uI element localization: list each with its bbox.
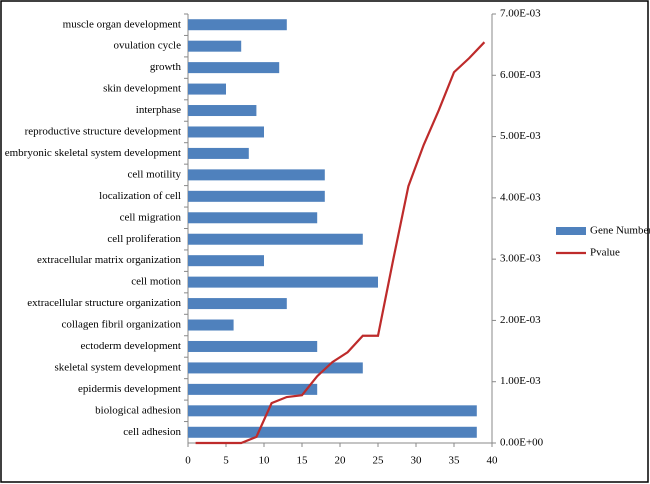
y-tick-label: muscle organ development <box>63 18 181 30</box>
bar <box>188 383 318 395</box>
legend-swatch <box>556 227 586 235</box>
y2-tick-label: 7.00E-03 <box>500 8 541 20</box>
legend-label: Pvalue <box>590 247 620 259</box>
bar <box>188 19 287 31</box>
y-tick-label: cell adhesion <box>123 426 181 438</box>
bar <box>188 319 234 331</box>
bar <box>188 255 264 267</box>
bar <box>188 40 242 52</box>
y-tick-label: skin development <box>103 83 181 95</box>
x-tick-label: 25 <box>373 455 385 467</box>
x-tick-label: 30 <box>411 455 423 467</box>
y-tick-label: ectoderm development <box>81 340 182 352</box>
y-tick-label: biological adhesion <box>95 404 181 416</box>
y-tick-label: epidermis development <box>78 383 181 395</box>
y2-tick-label: 0.00E+00 <box>500 437 544 449</box>
bar <box>188 233 363 245</box>
y-tick-label: ovulation cycle <box>113 40 181 52</box>
y-tick-label: reproductive structure development <box>25 126 181 138</box>
legend-label: Gene Number <box>590 225 650 237</box>
x-tick-label: 40 <box>487 455 499 467</box>
y2-tick-label: 5.00E-03 <box>500 130 541 142</box>
line <box>195 41 486 445</box>
x-tick-label: 15 <box>297 455 309 467</box>
y-tick-label: skeletal system development <box>55 361 181 373</box>
y-tick-label: cell motion <box>131 276 181 288</box>
bar <box>188 340 318 352</box>
y-tick-label: growth <box>150 61 182 73</box>
bar <box>188 83 226 95</box>
y-tick-label: cell proliferation <box>107 233 181 245</box>
y2-tick-label: 3.00E-03 <box>500 253 541 265</box>
x-tick-label: 35 <box>449 455 461 467</box>
y-tick-label: cell migration <box>120 211 182 223</box>
bar <box>188 126 264 138</box>
bar <box>188 276 378 288</box>
bar <box>188 362 363 374</box>
y-tick-label: embryonic skeletal system development <box>5 147 181 159</box>
bar <box>188 62 280 74</box>
bar <box>188 212 318 224</box>
y-tick-label: extracellular matrix organization <box>37 254 181 266</box>
bar <box>188 147 249 159</box>
y-tick-label: localization of cell <box>99 190 181 202</box>
y-tick-label: collagen fibril organization <box>61 319 181 331</box>
y2-tick-label: 2.00E-03 <box>500 314 541 326</box>
x-tick-label: 0 <box>185 455 191 467</box>
x-tick-label: 10 <box>259 455 271 467</box>
bar <box>188 169 325 181</box>
bar <box>188 298 287 310</box>
x-tick-label: 5 <box>223 455 229 467</box>
bar <box>188 426 477 438</box>
y2-tick-label: 6.00E-03 <box>500 69 541 81</box>
y-tick-label: extracellular structure organization <box>27 297 181 309</box>
bar <box>188 405 477 417</box>
x-tick-label: 20 <box>335 455 347 467</box>
y-tick-label: cell motility <box>128 168 182 180</box>
y2-tick-label: 1.00E-03 <box>500 375 541 387</box>
y-tick-label: interphase <box>136 104 181 116</box>
bar <box>188 105 257 117</box>
y2-tick-label: 4.00E-03 <box>500 191 541 203</box>
bar <box>188 190 325 202</box>
